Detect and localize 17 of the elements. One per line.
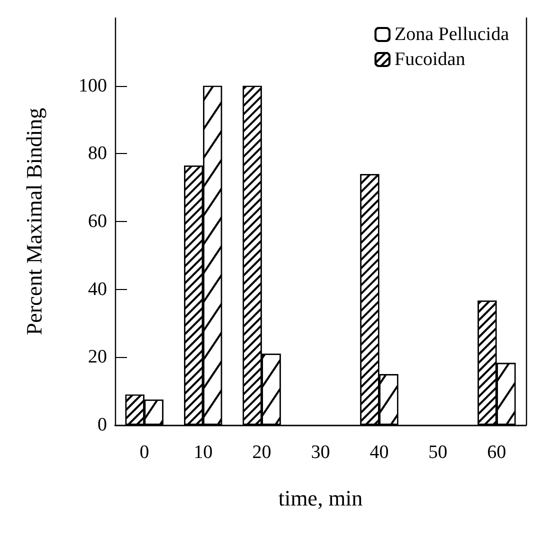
x-tick-label: 10 bbox=[194, 442, 213, 463]
x-tick-label: 40 bbox=[370, 442, 389, 463]
y-tick-label: 80 bbox=[88, 143, 107, 164]
legend-label: Zona Pellucida bbox=[394, 24, 510, 45]
y-tick-label: 0 bbox=[98, 414, 107, 436]
y-tick-label: 40 bbox=[88, 278, 107, 300]
x-axis-title: time, min bbox=[278, 486, 363, 510]
x-tick-label: 30 bbox=[311, 442, 330, 463]
y-tick-label: 100 bbox=[78, 75, 107, 96]
y-tick-label: 60 bbox=[88, 211, 107, 232]
x-tick-label: 50 bbox=[428, 442, 448, 463]
x-tick-label: 0 bbox=[140, 442, 150, 463]
x-tick-label: 60 bbox=[487, 442, 506, 463]
y-tick-label: 20 bbox=[88, 346, 107, 368]
y-axis-title: Percent Maximal Binding bbox=[22, 108, 46, 336]
legend-label: Fucoidan bbox=[394, 49, 466, 70]
x-tick-label: 20 bbox=[252, 442, 272, 463]
